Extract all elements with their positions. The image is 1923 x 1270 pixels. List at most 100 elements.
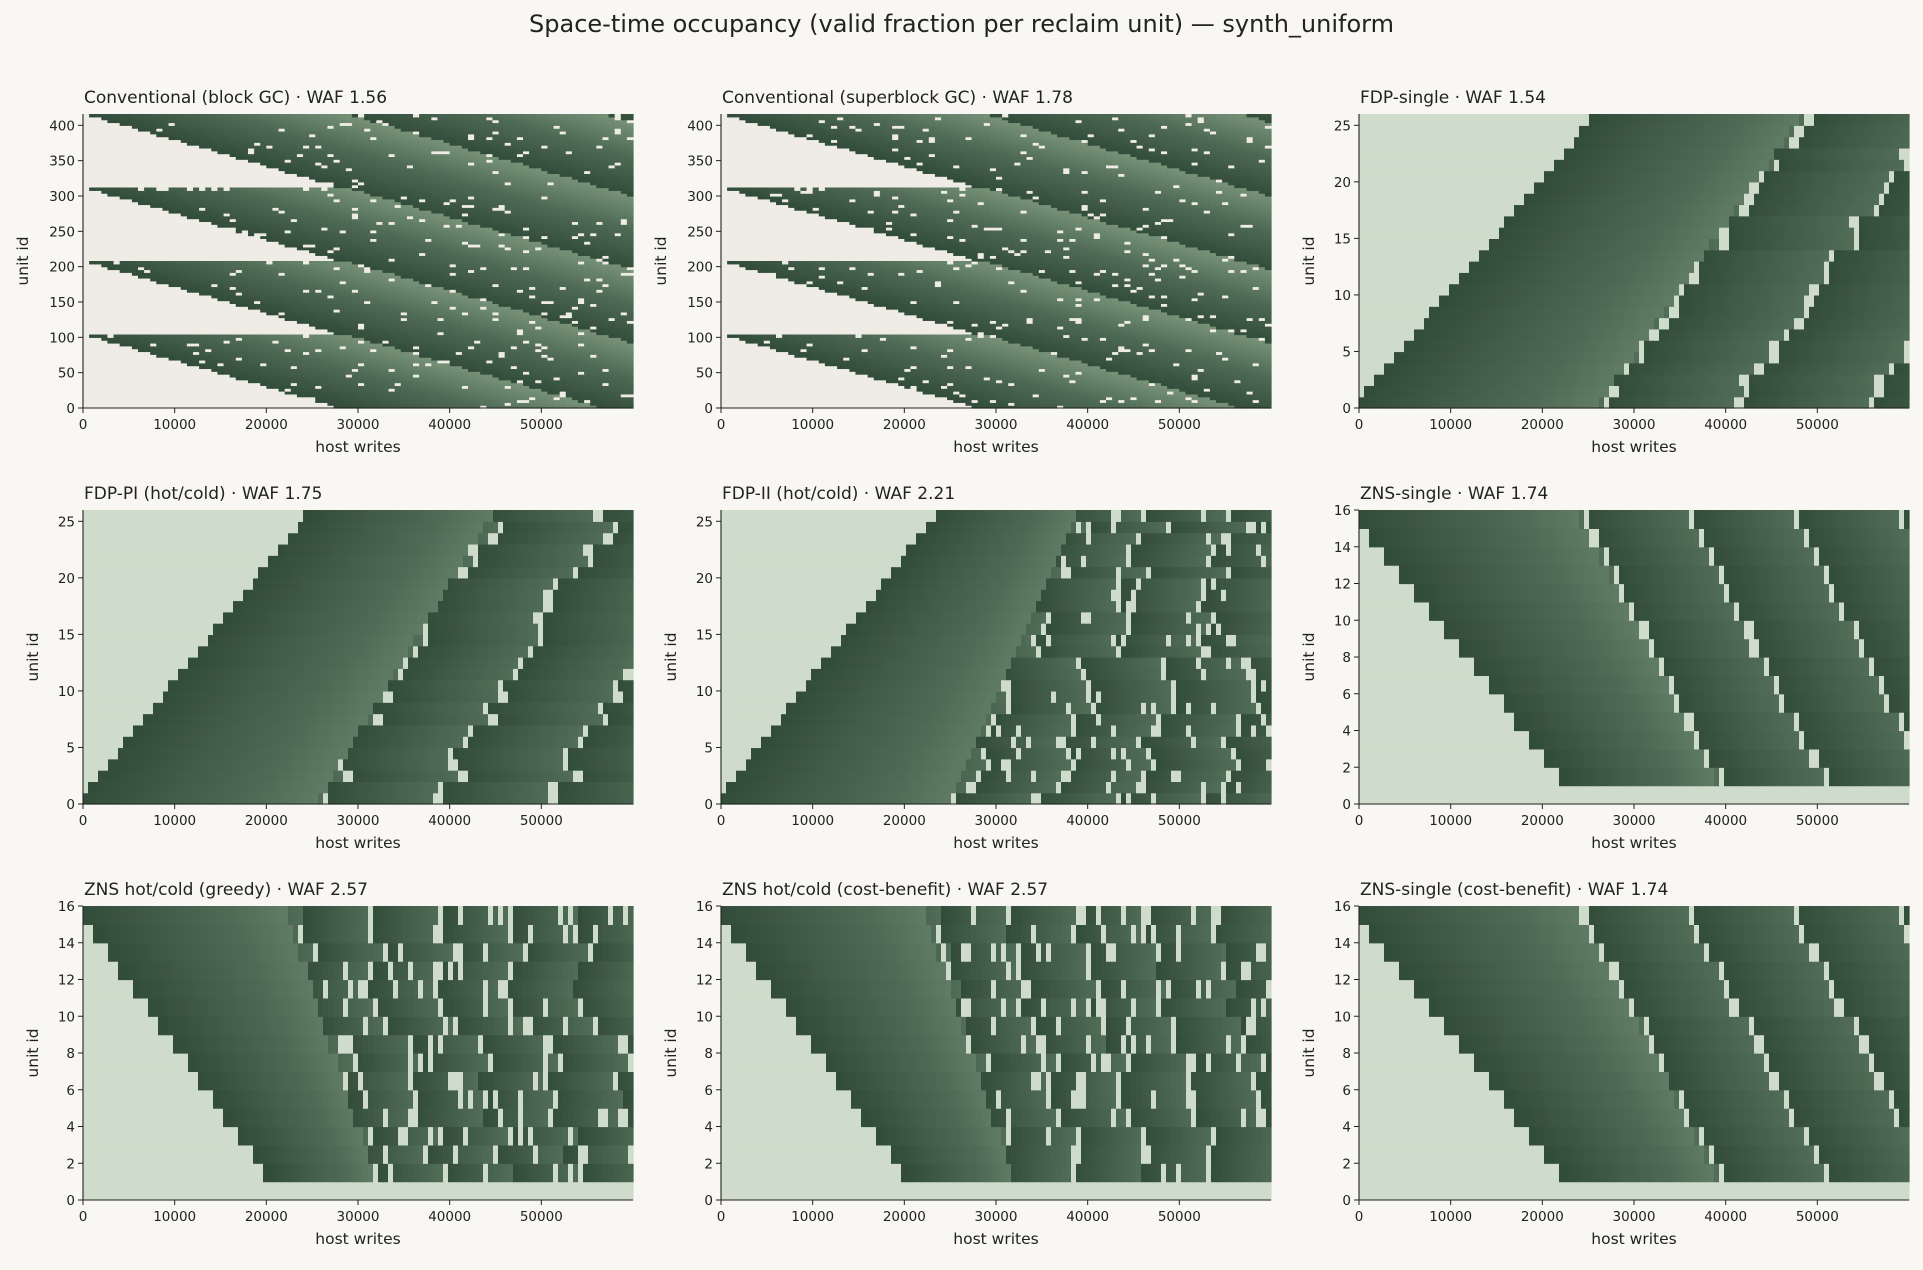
heatmap-cell xyxy=(565,244,573,248)
heatmap-cell xyxy=(364,362,371,367)
heatmap-cell xyxy=(492,393,500,398)
heatmap-cell xyxy=(626,382,634,386)
heatmap-cell xyxy=(461,215,469,220)
heatmap-cell xyxy=(370,323,377,327)
heatmap-cell xyxy=(315,232,322,237)
heatmap-cell xyxy=(425,311,432,316)
heatmap-cell xyxy=(590,337,597,341)
heatmap-cell xyxy=(480,340,487,344)
heatmap-cell xyxy=(425,342,432,347)
heatmap-cell xyxy=(492,289,500,293)
heatmap-cell xyxy=(529,218,536,223)
heatmap-cell xyxy=(626,348,634,353)
heatmap-cell xyxy=(578,357,585,361)
heatmap-cell xyxy=(535,224,542,228)
heatmap-cell xyxy=(419,405,426,409)
heatmap-cell xyxy=(413,297,420,302)
heatmap-cell xyxy=(590,393,597,398)
heatmap-cell xyxy=(455,306,463,310)
heatmap-cell xyxy=(553,368,561,372)
heatmap-cell xyxy=(278,351,286,355)
heatmap-cell xyxy=(571,323,579,327)
heatmap-cell xyxy=(590,365,597,370)
heatmap-cell xyxy=(590,348,597,353)
heatmap-cell xyxy=(138,334,145,338)
heatmap-cell xyxy=(406,255,414,259)
heatmap-cell xyxy=(608,374,616,378)
heatmap-cell xyxy=(571,311,579,316)
heatmap-cell xyxy=(571,320,579,324)
heatmap-cell xyxy=(571,212,579,217)
heatmap-cell xyxy=(578,300,585,305)
heatmap-cell xyxy=(309,232,316,237)
heatmap-cell xyxy=(400,297,408,302)
heatmap-cell xyxy=(431,340,439,344)
heatmap-cell xyxy=(474,396,481,401)
heatmap-cell xyxy=(614,354,622,358)
heatmap-cell xyxy=(492,348,500,353)
heatmap-cell xyxy=(345,292,353,296)
heatmap-cell xyxy=(333,314,341,319)
heatmap-cell xyxy=(327,266,335,271)
heatmap-cell xyxy=(382,263,390,268)
heatmap-cell xyxy=(174,266,182,271)
heatmap-cell xyxy=(419,218,426,223)
heatmap-cell xyxy=(529,204,536,208)
heatmap-cell xyxy=(516,210,524,214)
heatmap-cell xyxy=(284,232,292,237)
heatmap-cell xyxy=(241,266,249,271)
heatmap-cell xyxy=(480,374,487,378)
heatmap-cell xyxy=(480,258,487,262)
heatmap-cell xyxy=(382,252,390,256)
heatmap-cell xyxy=(248,229,255,234)
heatmap-cell xyxy=(321,283,329,288)
heatmap-cell xyxy=(351,359,359,364)
heatmap-cell xyxy=(339,309,347,313)
heatmap-cell xyxy=(309,374,316,378)
heatmap-cell xyxy=(284,314,292,319)
heatmap-cell xyxy=(596,204,604,208)
heatmap-cell xyxy=(523,391,530,395)
heatmap-cell xyxy=(590,382,597,386)
heatmap-cell xyxy=(180,280,188,285)
heatmap-cell xyxy=(388,266,396,271)
heatmap-cell xyxy=(303,198,310,203)
heatmap-cell xyxy=(498,399,506,403)
heatmap-cell xyxy=(492,340,500,344)
heatmap-cell xyxy=(333,221,341,225)
heatmap-cell xyxy=(437,362,445,367)
heatmap-cell xyxy=(248,224,255,228)
heatmap-cell xyxy=(510,289,518,293)
heatmap-cell xyxy=(406,238,414,242)
heatmap-cell xyxy=(602,331,610,336)
heatmap-cell xyxy=(437,309,445,313)
heatmap-cell xyxy=(608,263,616,268)
heatmap-cell xyxy=(431,311,439,316)
heatmap-cell xyxy=(174,340,182,344)
heatmap-cell xyxy=(620,311,628,316)
heatmap-cell xyxy=(413,244,420,248)
heatmap-cell xyxy=(303,385,310,389)
heatmap-cell xyxy=(413,374,420,378)
heatmap-cell xyxy=(535,314,542,319)
heatmap-cell xyxy=(578,402,585,406)
heatmap-cell xyxy=(559,232,567,237)
heatmap-cell xyxy=(559,309,567,313)
heatmap-cell xyxy=(443,255,451,259)
heatmap-cell xyxy=(339,359,347,364)
heatmap-cell xyxy=(382,286,390,290)
heatmap-cell xyxy=(241,357,249,361)
heatmap-cell xyxy=(186,362,194,367)
heatmap-cell xyxy=(626,365,634,370)
heatmap-cell xyxy=(559,388,567,392)
heatmap-cell xyxy=(394,241,402,245)
heatmap-cell xyxy=(266,289,274,293)
heatmap-cell xyxy=(321,246,329,251)
heatmap-cell xyxy=(180,198,188,203)
heatmap-cell xyxy=(596,396,604,401)
heatmap-cell xyxy=(504,303,512,307)
heatmap-cell xyxy=(468,246,475,251)
heatmap-cell xyxy=(541,393,549,398)
heatmap-cell xyxy=(229,221,237,225)
heatmap-cell xyxy=(199,359,206,364)
